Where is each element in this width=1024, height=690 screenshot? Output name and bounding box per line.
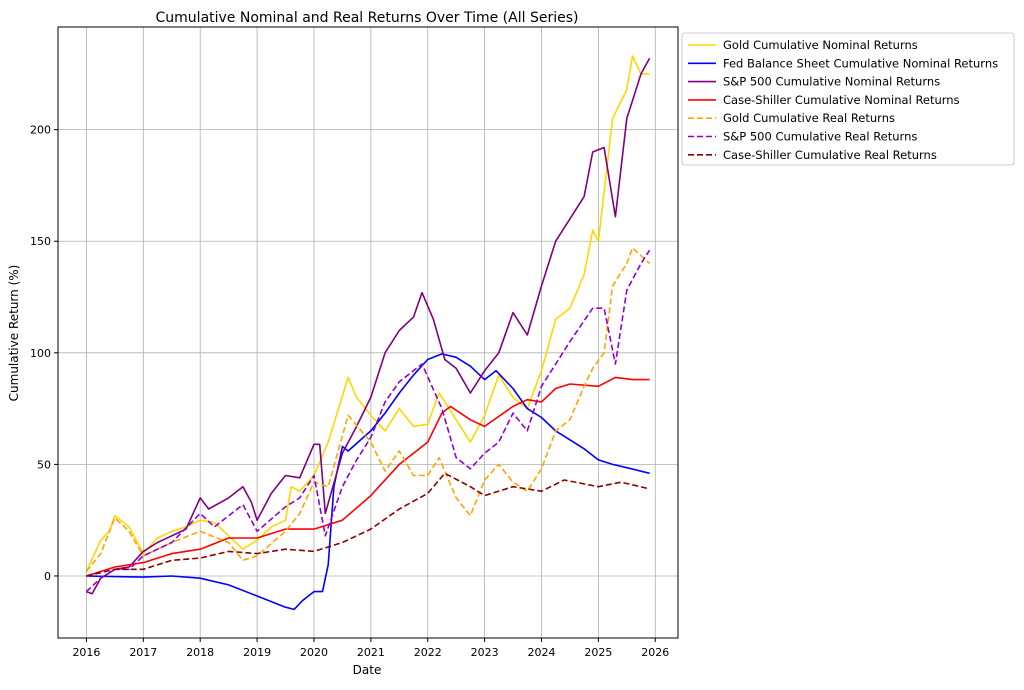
- x-tick-label: 2021: [357, 646, 385, 659]
- x-tick-label: 2023: [471, 646, 499, 659]
- y-axis-label: Cumulative Return (%): [7, 265, 21, 402]
- legend-box: [681, 32, 1015, 166]
- series-line-0: [85, 55, 650, 572]
- legend-label: S&P 500 Cumulative Real Returns: [723, 130, 917, 144]
- x-tick-label: 2018: [186, 646, 214, 659]
- x-tick-label: 2016: [72, 646, 100, 659]
- y-tick-label: 100: [30, 347, 51, 360]
- chart-title: Cumulative Nominal and Real Returns Over…: [156, 10, 579, 26]
- x-tick-label: 2025: [584, 646, 612, 659]
- x-tick-label: 2017: [129, 646, 157, 659]
- y-tick-label: 200: [30, 124, 51, 137]
- x-tick-label: 2026: [641, 646, 669, 659]
- x-tick-label: 2019: [243, 646, 271, 659]
- x-tick-label: 2022: [414, 646, 442, 659]
- legend-label: Gold Cumulative Real Returns: [723, 111, 895, 125]
- legend-label: Fed Balance Sheet Cumulative Nominal Ret…: [723, 56, 998, 70]
- series-lines: [85, 55, 651, 611]
- y-tick-label: 50: [37, 458, 51, 471]
- x-axis-label: Date: [353, 663, 382, 677]
- ticks: 2016 2017 2018 2019 2020 2021 2022 2023 2024 2025…: [30, 124, 669, 659]
- legend: Gold Cumulative Nominal Returns Fed Balan…: [681, 32, 1015, 166]
- legend-label: Case-Shiller Cumulative Real Returns: [723, 148, 937, 162]
- legend-label: S&P 500 Cumulative Nominal Returns: [723, 75, 940, 89]
- series-line-5: [85, 249, 651, 593]
- x-tick-label: 2024: [527, 646, 555, 659]
- series-line-3: [86, 376, 650, 577]
- series-line-2: [86, 57, 651, 595]
- y-tick-label: 0: [44, 570, 51, 583]
- series-line-1: [86, 353, 650, 611]
- legend-label: Case-Shiller Cumulative Nominal Returns: [723, 93, 960, 107]
- y-tick-label: 150: [30, 235, 51, 248]
- series-line-6: [86, 472, 650, 577]
- x-tick-label: 2020: [300, 646, 328, 659]
- series-line-4: [85, 247, 651, 572]
- legend-label: Gold Cumulative Nominal Returns: [723, 38, 918, 52]
- plot-frame: [57, 26, 679, 639]
